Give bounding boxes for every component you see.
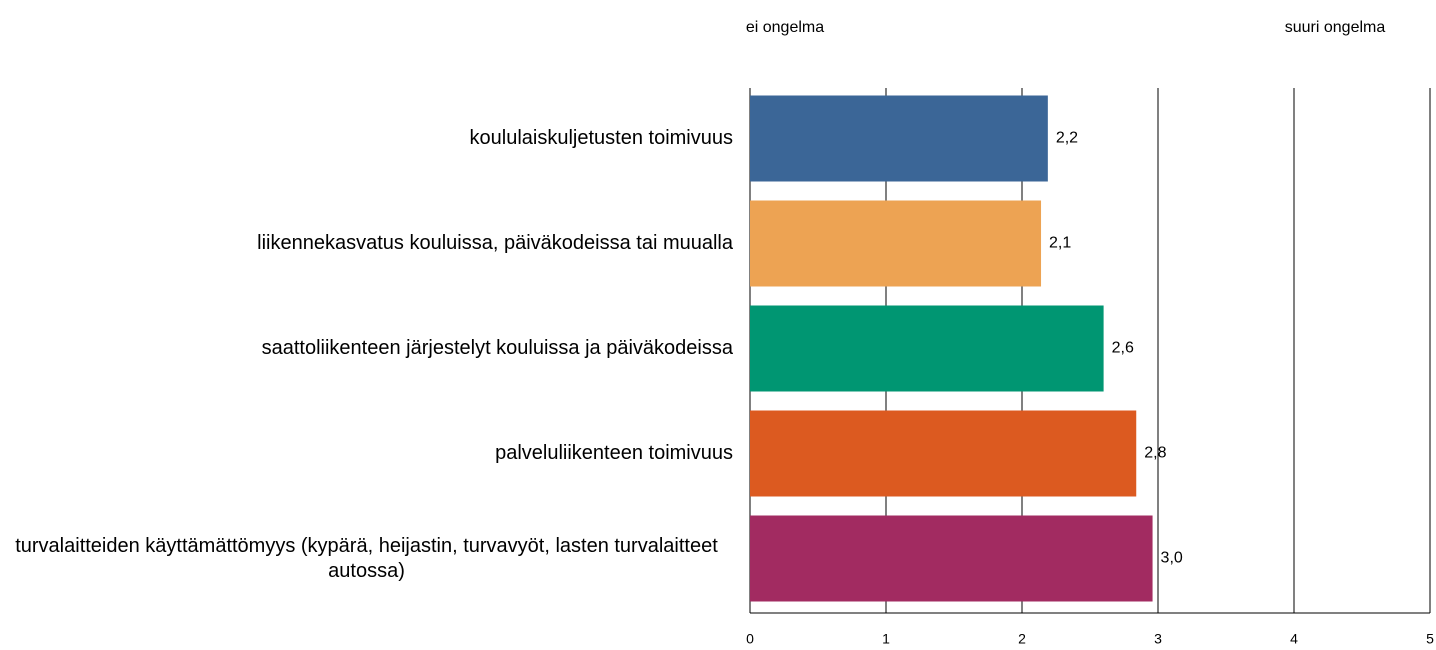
bar [750, 410, 1137, 497]
x-tick-label: 1 [882, 631, 890, 647]
annotation: suuri ongelma [1285, 19, 1386, 36]
category-label: turvalaitteiden käyttämättömyys (kypärä,… [0, 519, 733, 599]
x-tick-label: 2 [1018, 631, 1026, 647]
annotation: ei ongelma [746, 19, 824, 36]
value-label: 2,1 [1049, 235, 1071, 252]
x-tick-label: 3 [1154, 631, 1162, 647]
value-label: 3,0 [1161, 550, 1183, 567]
value-label: 2,2 [1056, 130, 1078, 147]
category-label: koululaiskuljetusten toimivuus [0, 99, 733, 179]
category-label: palveluliikenteen toimivuus [0, 414, 733, 494]
category-text: turvalaitteiden käyttämättömyys (kypärä,… [15, 534, 718, 582]
bar [750, 200, 1042, 287]
category-label: liikennekasvatus kouluissa, päiväkodeiss… [0, 204, 733, 284]
value-label: 2,8 [1144, 445, 1166, 462]
category-text: saattoliikenteen järjestelyt kouluissa j… [261, 337, 733, 359]
category-text: palveluliikenteen toimivuus [495, 442, 733, 464]
value-label: 2,6 [1112, 340, 1134, 357]
bar [750, 515, 1153, 602]
category-text: liikennekasvatus kouluissa, päiväkodeiss… [257, 232, 733, 254]
x-tick-label: 5 [1426, 631, 1434, 647]
category-label: saattoliikenteen järjestelyt kouluissa j… [0, 309, 733, 389]
x-tick-label: 4 [1290, 631, 1298, 647]
category-text: koululaiskuljetusten toimivuus [469, 127, 733, 149]
bar [750, 305, 1104, 392]
x-tick-label: 0 [746, 631, 754, 647]
bar [750, 95, 1048, 182]
